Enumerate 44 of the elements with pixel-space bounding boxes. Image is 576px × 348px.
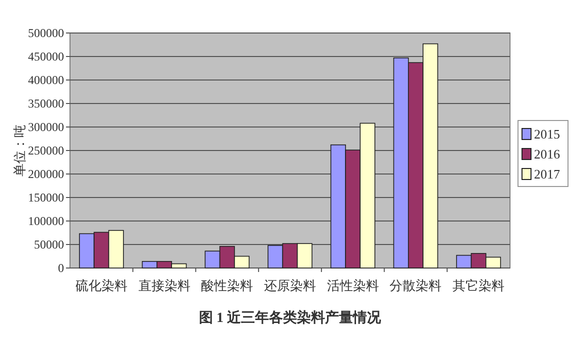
y-tick-label: 500000 [28,26,64,40]
legend-label: 2017 [534,166,560,182]
y-tick-label: 300000 [28,120,64,134]
x-tick-label: 直接染料 [138,278,190,293]
bar [171,263,187,268]
y-tick-label: 200000 [28,167,64,181]
legend-label: 2015 [534,126,560,142]
bar [486,256,501,268]
bar [142,261,158,268]
bar [393,58,409,268]
y-tick-label: 350000 [28,96,64,110]
y-tick-label: 450000 [28,50,64,64]
bar [282,243,298,268]
x-tick-label: 还原染料 [264,278,316,293]
bar [94,232,110,268]
x-tick-label: 酸性染料 [201,278,254,293]
y-tick-label: 250000 [28,144,64,158]
y-tick-label: 400000 [28,73,64,87]
bar [296,243,312,268]
y-tick-label: 100000 [28,214,64,228]
y-tick-label: 50000 [34,238,64,252]
x-tick-label: 硫化染料 [75,278,128,293]
bar [108,230,124,268]
bar [330,144,346,268]
bar [422,43,438,268]
bar [360,122,376,268]
x-tick-label: 分散染料 [390,278,442,293]
x-tick-label: 其它染料 [452,278,505,293]
x-tick-label: 活性染料 [326,278,379,293]
bar [456,254,472,268]
bar [234,256,250,268]
text: 图 1 近三年各类染料产量情况 [199,309,382,326]
bar [345,150,361,268]
bar [156,261,172,268]
bar [470,253,486,268]
bar [79,233,94,268]
bar [204,250,220,268]
y-axis-title: 单位：吨 [12,124,27,176]
bar [268,245,284,268]
legend-label: 2016 [534,146,560,162]
y-tick-label: 0 [58,261,64,275]
y-tick-label: 150000 [28,190,64,204]
bar [408,62,424,268]
bar [219,246,235,268]
